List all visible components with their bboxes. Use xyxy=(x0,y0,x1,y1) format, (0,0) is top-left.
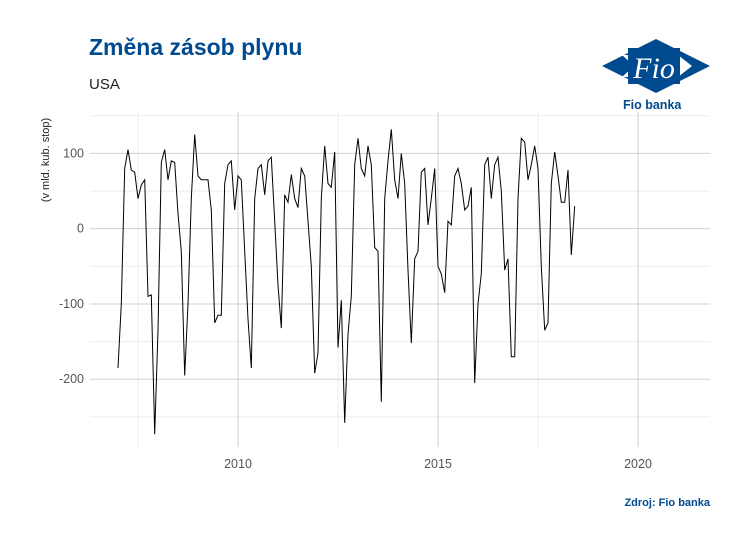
x-tick-label: 2015 xyxy=(424,457,452,471)
source-note: Zdroj: Fio banka xyxy=(624,497,710,509)
y-tick-label: 0 xyxy=(77,222,84,236)
series-line-storage-change xyxy=(117,129,576,435)
logo-mark-text: Fio xyxy=(632,52,675,85)
x-tick-label: 2020 xyxy=(624,457,652,471)
x-tick-label: 2010 xyxy=(224,457,252,471)
axis-ticks: 100 0 -100 -200 2010 2015 2020 xyxy=(59,146,652,471)
y-axis-label: (v mld. kub. stop) xyxy=(40,118,52,202)
chart-title: Změna zásob plynu xyxy=(89,34,303,60)
fio-logo: Fio xyxy=(602,39,710,93)
y-tick-label: 100 xyxy=(63,146,84,160)
chart-subtitle: USA xyxy=(89,76,120,93)
y-tick-label: -200 xyxy=(59,372,84,386)
logo-bank-name: Fio banka xyxy=(623,98,682,112)
y-tick-label: -100 xyxy=(59,297,84,311)
logo-center-box xyxy=(628,48,680,84)
grid-lines xyxy=(90,112,710,447)
